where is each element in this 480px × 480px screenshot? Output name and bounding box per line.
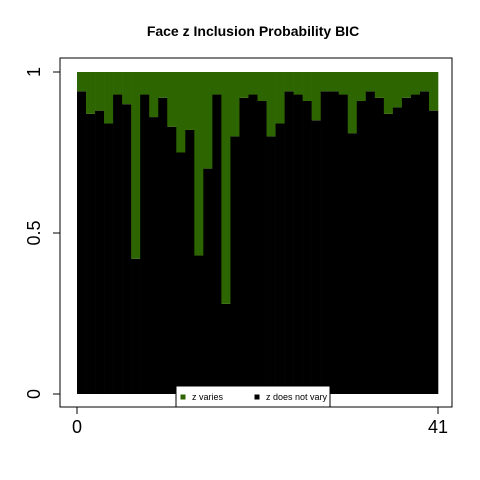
legend-swatch [180,394,186,400]
x-tick-label: 41 [428,417,448,437]
y-tick-label: 0.5 [24,220,44,245]
bar-varies-14 [194,72,204,256]
y-tick-label: 0 [24,389,44,399]
bar-not-vary-33 [365,91,376,394]
bar-not-vary-7 [131,258,141,394]
bar-varies-28 [320,72,331,92]
bar-varies-21 [257,72,267,101]
bar-not-vary-23 [275,123,285,395]
bars-group [77,72,439,395]
bar-varies-1 [77,72,87,92]
bar-not-vary-35 [383,113,394,395]
bar-varies-19 [239,72,249,98]
bar-not-vary-9 [149,117,159,394]
bar-not-vary-25 [293,94,303,394]
bar-not-vary-16 [212,94,222,394]
bar-not-vary-3 [95,110,105,394]
bar-not-vary-27 [311,120,321,395]
bar-varies-31 [347,72,358,134]
bar-not-vary-30 [338,94,349,394]
bar-varies-9 [149,72,159,118]
bar-varies-12 [176,72,186,153]
bar-not-vary-29 [329,91,340,394]
bar-not-vary-20 [248,94,258,394]
bar-varies-7 [131,72,141,259]
bar-varies-30 [338,72,349,95]
bar-varies-34 [374,72,385,98]
bar-varies-38 [410,72,421,95]
bar-not-vary-14 [194,255,204,394]
bar-varies-40 [428,72,439,111]
bar-varies-22 [266,72,276,137]
bar-not-vary-5 [113,94,123,394]
chart-title: Face z Inclusion Probability BIC [147,23,359,39]
bar-not-vary-38 [410,94,421,394]
bar-varies-2 [86,72,96,114]
x-tick-label: 0 [72,417,82,437]
legend-label: z varies [192,392,224,402]
bar-varies-10 [158,72,168,98]
legend-swatch [254,394,260,400]
bar-varies-11 [167,72,177,127]
bar-not-vary-11 [167,126,177,395]
bar-not-vary-2 [86,113,96,395]
bar-varies-33 [365,72,376,92]
bar-varies-26 [302,72,312,101]
bar-not-vary-37 [401,97,412,394]
bar-varies-39 [419,72,430,92]
y-tick-label: 1 [24,67,44,77]
bar-not-vary-15 [203,168,213,394]
bar-not-vary-32 [356,100,367,394]
bar-varies-23 [275,72,285,124]
legend: z varies z does not vary [175,385,331,408]
bar-varies-35 [383,72,394,114]
bar-not-vary-36 [392,107,403,395]
bar-varies-8 [140,72,150,95]
bar-varies-6 [122,72,132,105]
bar-not-vary-12 [176,152,186,394]
bar-not-vary-18 [230,136,240,394]
axes-group: 0 0.5 1 0 41 [24,67,448,437]
bar-varies-13 [185,72,195,130]
legend-label: z does not vary [266,392,328,402]
bar-not-vary-22 [266,136,276,394]
bar-not-vary-13 [185,129,195,394]
bar-not-vary-6 [122,104,132,394]
bar-varies-18 [230,72,240,137]
bar-not-vary-39 [419,91,430,394]
bar-not-vary-40 [428,110,439,394]
bar-not-vary-17 [221,303,231,394]
bar-not-vary-10 [158,97,168,394]
bar-varies-5 [113,72,123,95]
bar-not-vary-21 [257,100,267,394]
bar-not-vary-1 [77,91,87,394]
bar-varies-20 [248,72,258,95]
bar-not-vary-4 [104,123,114,395]
bar-not-vary-34 [374,97,385,394]
bar-not-vary-26 [302,100,312,394]
bar-varies-27 [311,72,321,121]
bar-varies-37 [401,72,412,98]
bar-varies-29 [329,72,340,92]
bar-varies-15 [203,72,213,169]
bar-not-vary-8 [140,94,150,394]
bar-varies-24 [284,72,294,92]
bar-varies-16 [212,72,222,95]
bar-varies-3 [95,72,105,111]
bar-varies-4 [104,72,114,124]
bar-varies-32 [356,72,367,101]
bar-varies-17 [221,72,231,304]
bar-not-vary-24 [284,91,294,394]
bar-varies-36 [392,72,403,108]
bar-not-vary-31 [347,133,358,394]
bar-not-vary-28 [320,91,331,394]
bar-not-vary-19 [239,97,249,394]
legend-box [175,385,331,408]
bar-varies-25 [293,72,303,95]
